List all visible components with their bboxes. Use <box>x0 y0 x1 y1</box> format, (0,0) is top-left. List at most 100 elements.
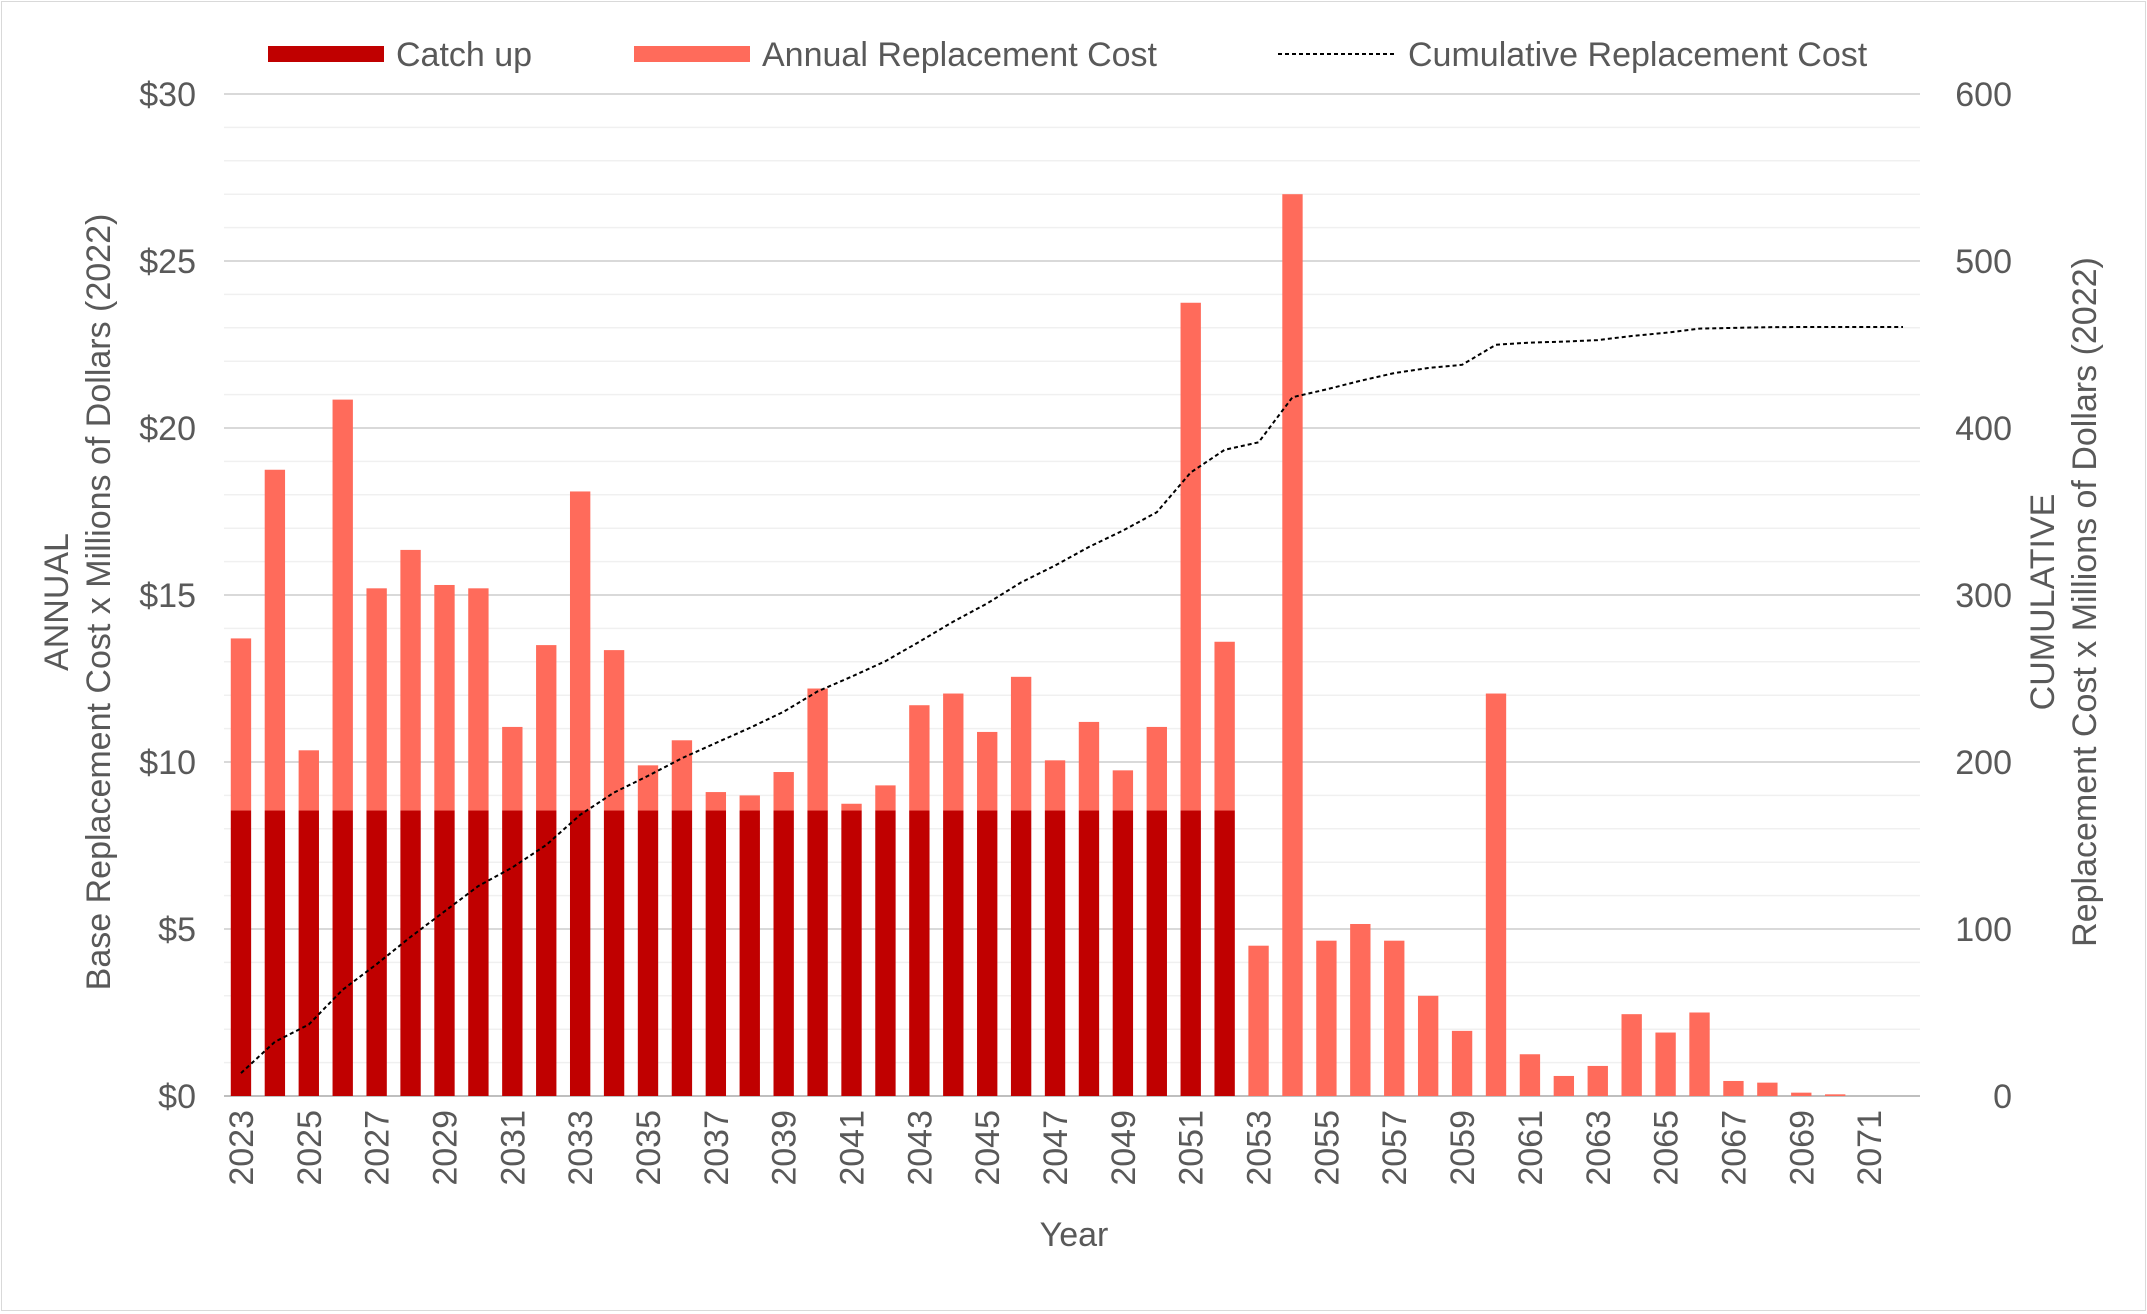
bar-annual-2051 <box>1180 302 1201 811</box>
bar-annual-2052 <box>1214 641 1235 811</box>
bar-annual-2026 <box>332 399 353 811</box>
bar-catch-up-2032 <box>536 810 557 1096</box>
bar-catch-up-2036 <box>671 810 693 1096</box>
bar-catch-up-2049 <box>1112 810 1134 1096</box>
left-tick-label: $15 <box>139 577 196 615</box>
x-tick-label: 2065 <box>1648 1110 1686 1186</box>
x-axis-ticks: 2023 2025 2027 2029 2031 2033 2035 2037 2039 2041… <box>223 1110 1889 1186</box>
bar-annual-2025 <box>298 750 319 811</box>
x-axis-title: Year <box>1040 1216 1109 1254</box>
x-tick-label: 2033 <box>562 1110 600 1186</box>
right-tick-label: 500 <box>1955 243 2012 281</box>
left-tick-label: $0 <box>158 1078 196 1116</box>
legend: Catch up Annual Replacement Cost Cumulat… <box>268 36 1868 74</box>
x-tick-label: 2055 <box>1308 1110 1346 1186</box>
bar-catch-up-2024 <box>264 810 286 1096</box>
right-axis-title: CUMULATIVE Replacement Cost x Millions o… <box>2024 257 2104 947</box>
bar-annual-2035 <box>637 765 659 811</box>
bar-annual-2050 <box>1146 726 1167 811</box>
bar-annual-2023 <box>230 638 252 811</box>
bar-catch-up-2031 <box>502 810 523 1096</box>
bar-annual-2037 <box>705 792 727 811</box>
x-tick-label: 2041 <box>834 1110 872 1186</box>
bar-catch-up-2039 <box>773 810 794 1096</box>
right-tick-label: 600 <box>1955 76 2012 114</box>
x-tick-label: 2059 <box>1444 1110 1482 1186</box>
bar-annual-2066 <box>1689 1012 1710 1096</box>
x-tick-label: 2043 <box>901 1110 939 1186</box>
bar-annual-2046 <box>1010 676 1032 811</box>
bar-annual-2045 <box>977 731 998 811</box>
x-tick-label: 2067 <box>1715 1110 1753 1186</box>
bar-annual-2027 <box>366 588 387 811</box>
bar-annual-2070 <box>1825 1094 1846 1096</box>
bar-catch-up-2025 <box>298 810 319 1096</box>
bar-annual-2042 <box>875 785 896 811</box>
right-axis-title-line1: CUMULATIVE <box>2024 494 2062 711</box>
bar-catch-up-2030 <box>468 810 489 1096</box>
x-tick-label: 2039 <box>766 1110 804 1186</box>
x-tick-label: 2053 <box>1241 1110 1279 1186</box>
x-tick-label: 2071 <box>1851 1110 1889 1186</box>
bar-catch-up-2034 <box>603 810 625 1096</box>
bar-annual-2063 <box>1587 1065 1608 1096</box>
bar-annual-2053 <box>1248 945 1269 1096</box>
bar-annual-2057 <box>1384 940 1405 1096</box>
x-tick-label: 2063 <box>1580 1110 1618 1186</box>
bar-annual-2059 <box>1451 1030 1473 1096</box>
bar-catch-up-2051 <box>1180 810 1201 1096</box>
x-tick-label: 2031 <box>494 1110 532 1186</box>
left-tick-label: $10 <box>139 744 196 782</box>
legend-label-catch-up: Catch up <box>396 36 532 74</box>
left-tick-label: $30 <box>139 76 196 114</box>
bar-catch-up-2045 <box>977 810 998 1096</box>
bar-annual-2061 <box>1519 1054 1541 1096</box>
bar-annual-2067 <box>1723 1080 1744 1096</box>
bar-annual-2056 <box>1350 923 1371 1096</box>
cumulative-line-layer <box>240 326 1903 1074</box>
bar-annual-2034 <box>603 650 625 811</box>
bar-annual-2058 <box>1417 995 1439 1096</box>
bar-annual-2029 <box>434 584 455 811</box>
legend-swatch-annual <box>634 46 750 62</box>
right-tick-label: 100 <box>1955 911 2012 949</box>
bar-annual-2032 <box>536 645 557 811</box>
bars-group <box>230 194 1846 1096</box>
x-tick-label: 2061 <box>1512 1110 1550 1186</box>
bar-annual-2028 <box>400 549 421 811</box>
left-axis-title-line1: ANNUAL <box>38 533 76 671</box>
x-tick-label: 2045 <box>969 1110 1007 1186</box>
left-tick-label: $5 <box>158 911 196 949</box>
bar-catch-up-2040 <box>807 810 828 1096</box>
right-tick-label: 200 <box>1955 744 2012 782</box>
legend-swatch-catch-up <box>268 46 384 62</box>
bar-annual-2031 <box>502 726 523 811</box>
bar-annual-2064 <box>1621 1014 1642 1096</box>
bar-annual-2030 <box>468 588 489 811</box>
bar-annual-2047 <box>1044 760 1066 811</box>
legend-label-annual: Annual Replacement Cost <box>762 36 1158 74</box>
bar-catch-up-2038 <box>739 810 760 1096</box>
x-tick-label: 2037 <box>698 1110 736 1186</box>
bar-annual-2039 <box>773 772 794 811</box>
right-tick-label: 300 <box>1955 577 2012 615</box>
bar-catch-up-2044 <box>943 810 964 1096</box>
bar-annual-2054 <box>1282 194 1303 1096</box>
bar-catch-up-2042 <box>875 810 896 1096</box>
cumulative-line <box>240 326 1903 1074</box>
x-tick-label: 2069 <box>1783 1110 1821 1186</box>
bar-annual-2055 <box>1316 940 1337 1096</box>
x-tick-label: 2047 <box>1037 1110 1075 1186</box>
bar-catch-up-2026 <box>332 810 353 1096</box>
left-axis-title: ANNUAL Base Replacement Cost x Millions … <box>38 214 118 991</box>
x-tick-label: 2035 <box>630 1110 668 1186</box>
right-tick-label: 400 <box>1955 410 2012 448</box>
x-tick-label: 2057 <box>1376 1110 1414 1186</box>
bar-annual-2043 <box>909 705 930 811</box>
right-axis-ticks: 0 100 200 300 400 500 600 <box>1955 76 2012 1116</box>
bar-annual-2041 <box>841 803 862 811</box>
x-tick-label: 2051 <box>1173 1110 1211 1186</box>
bar-catch-up-2037 <box>705 810 727 1096</box>
